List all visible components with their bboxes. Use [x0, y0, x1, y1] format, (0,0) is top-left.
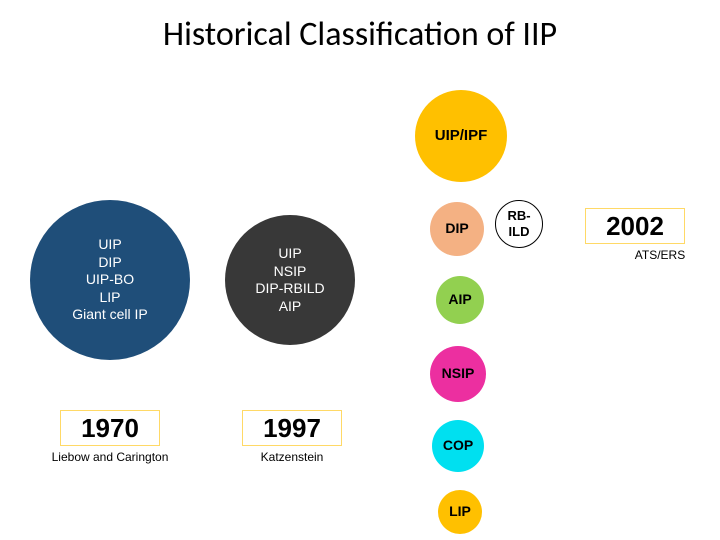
year-1997-caption: Katzenstein: [252, 450, 332, 464]
year-2002-caption: ATS/ERS: [630, 248, 690, 262]
circle-lip: LIP: [438, 490, 482, 534]
circle-rbild-label: RB-ILD: [507, 208, 530, 241]
year-1970-box: 1970: [60, 410, 160, 446]
circle-cop: COP: [432, 420, 484, 472]
circle-1970-labels: UIPDIPUIP-BOLIPGiant cell IP: [72, 236, 147, 324]
year-1997-box: 1997: [242, 410, 342, 446]
year-2002-box: 2002: [585, 208, 685, 244]
page-title: Historical Classification of IIP: [0, 14, 720, 55]
circle-nsip: NSIP: [430, 346, 486, 402]
circle-rbild: RB-ILD: [495, 200, 543, 248]
circle-1997: UIPNSIPDIP-RBILDAIP: [225, 215, 355, 345]
circle-1997-labels: UIPNSIPDIP-RBILDAIP: [255, 245, 324, 315]
circle-dip-label: DIP: [445, 220, 468, 238]
circle-nsip-label: NSIP: [442, 365, 475, 383]
circle-lip-label: LIP: [449, 503, 471, 521]
year-1970-caption: Liebow and Carington: [40, 450, 180, 464]
circle-1970: UIPDIPUIP-BOLIPGiant cell IP: [30, 200, 190, 360]
circle-aip-label: AIP: [448, 291, 471, 309]
circle-uip-ipf-label: UIP/IPF: [435, 127, 488, 146]
circle-uip-ipf: UIP/IPF: [415, 90, 507, 182]
diagram-stage: Historical Classification of IIP UIPDIPU…: [0, 0, 720, 540]
circle-aip: AIP: [436, 276, 484, 324]
circle-cop-label: COP: [443, 437, 473, 455]
circle-dip: DIP: [430, 202, 484, 256]
